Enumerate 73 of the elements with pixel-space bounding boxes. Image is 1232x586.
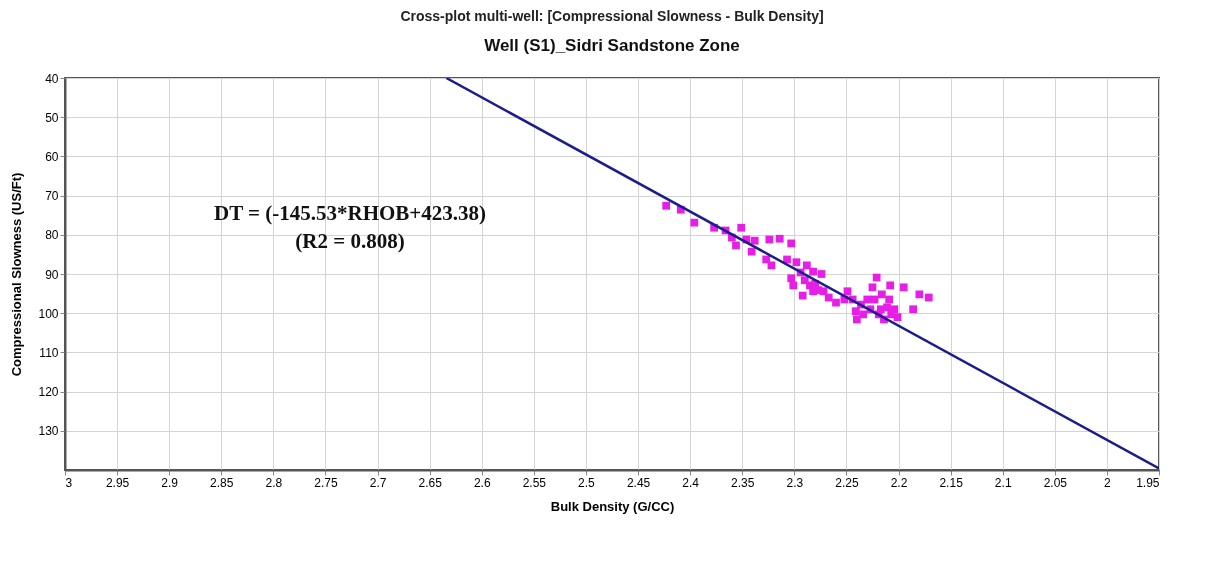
point (868, 283, 877, 292)
point (737, 223, 746, 232)
annotation: (R2 = 0.808) (295, 229, 405, 253)
x-tick-label: 2.55 (522, 475, 547, 490)
point (798, 291, 807, 300)
point (877, 290, 886, 299)
x-tick-label: 3 (65, 475, 73, 490)
point (762, 255, 771, 264)
x-tick-label: 2.25 (835, 475, 859, 490)
y-tick-label: 70 (45, 189, 59, 204)
x-tick-label: 2.75 (314, 475, 338, 490)
x-tick-label: 2.95 (105, 475, 130, 490)
x-tick-label: 2.6 (473, 475, 491, 490)
point (732, 241, 740, 250)
x-tick-label: 2.3 (786, 475, 804, 490)
point (747, 247, 756, 256)
x-tick-label: 2.1 (994, 475, 1012, 490)
y-tick-label: 130 (38, 424, 59, 439)
x-axis-title: Bulk Density (G/CC) (550, 498, 675, 514)
point (863, 295, 872, 304)
point (915, 290, 924, 299)
chart-title: Cross-plot multi-well: [Compressional Slowness - Bulk Density] (400, 8, 824, 24)
y-tick-label: 50 (45, 110, 59, 125)
x-tick-label: 2.15 (939, 475, 964, 490)
point (750, 236, 759, 245)
y-tick-label: 90 (45, 267, 59, 282)
point (817, 270, 826, 278)
point (890, 305, 899, 314)
point (824, 293, 833, 302)
point (789, 281, 798, 290)
point (885, 295, 894, 304)
point (909, 305, 917, 314)
y-axis-title: Compressional Slowness (US/Ft) (9, 172, 25, 377)
point (775, 234, 784, 243)
y-tick-label: 80 (45, 228, 59, 243)
point (787, 239, 796, 248)
x-tick-label: 2.5 (578, 475, 596, 490)
point (843, 287, 852, 296)
point (893, 313, 902, 321)
x-tick-label: 2.45 (626, 475, 651, 490)
point (809, 267, 817, 276)
y-tick-label: 40 (45, 71, 59, 86)
y-tick-label: 110 (39, 345, 59, 360)
x-tick-label: 2.2 (890, 475, 908, 490)
point (802, 261, 811, 270)
x-tick-label: 2 (1104, 475, 1112, 490)
point (924, 293, 933, 302)
point (792, 258, 801, 267)
point (883, 303, 891, 312)
chart-subtitle: Well (S1)_Sidri Sandstone Zone (484, 36, 740, 55)
y-tick-label: 120 (38, 385, 59, 400)
point (690, 218, 699, 227)
point (872, 273, 881, 282)
y-tick-label: 100 (38, 306, 59, 321)
point (886, 281, 895, 290)
x-tick-label: 2.35 (731, 475, 755, 490)
y-tick-label: 60 (45, 149, 59, 164)
x-tick-label: 2.9 (161, 475, 179, 490)
annotation: DT = (-145.53*RHOB+423.38) (213, 201, 487, 225)
x-tick-label: 2.85 (210, 475, 234, 490)
point (662, 201, 671, 210)
x-tick-label: 2.7 (369, 475, 387, 490)
x-tick-label: 2.05 (1043, 475, 1068, 490)
point (832, 298, 840, 307)
point (787, 274, 796, 283)
point (765, 235, 774, 244)
point (852, 315, 861, 324)
x-tick-label: 2.8 (265, 475, 283, 490)
x-tick-label: 2.4 (682, 475, 700, 490)
x-tick-label: 2.65 (418, 475, 443, 490)
point (899, 283, 908, 292)
x-tick-label: 1.95 (1136, 475, 1160, 490)
point (851, 307, 860, 316)
